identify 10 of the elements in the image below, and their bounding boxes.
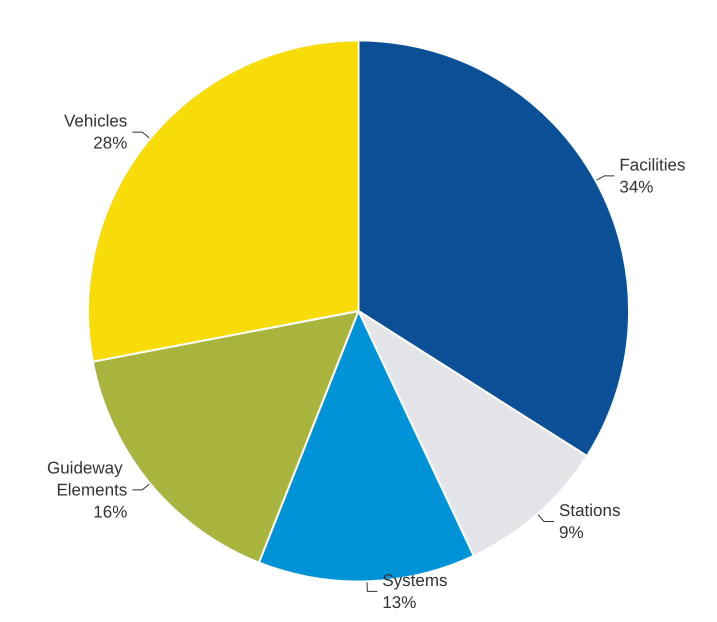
data-label: 13% [382, 592, 416, 612]
slice-label: Vehicles [64, 112, 128, 131]
data-label: 9% [559, 522, 584, 542]
slice-label: Stations [559, 500, 620, 520]
data-label: 34% [619, 177, 654, 196]
slice-label: Systems [382, 570, 448, 590]
slice-label: Guideway Elements [46, 458, 128, 500]
slice-label: Facilities [619, 155, 686, 174]
data-label: 16% [93, 502, 128, 522]
data-label: 28% [93, 134, 128, 153]
